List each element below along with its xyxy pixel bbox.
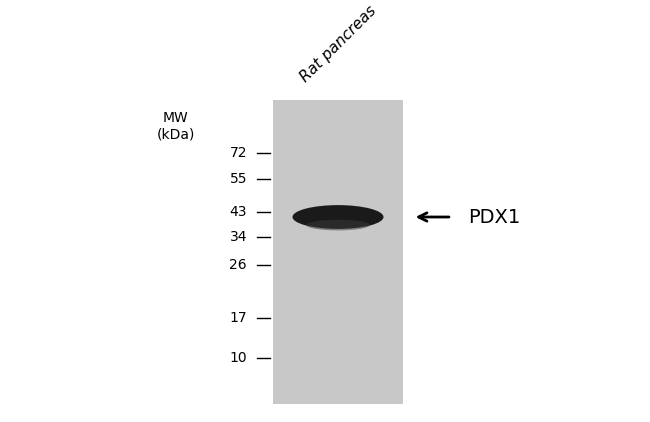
Text: 17: 17 xyxy=(229,311,247,325)
FancyBboxPatch shape xyxy=(273,100,403,404)
Text: 72: 72 xyxy=(229,146,247,160)
Text: MW
(kDa): MW (kDa) xyxy=(156,111,195,141)
Text: 43: 43 xyxy=(229,205,247,219)
Text: 26: 26 xyxy=(229,257,247,272)
Text: 55: 55 xyxy=(229,172,247,186)
Text: 10: 10 xyxy=(229,351,247,365)
Text: Rat pancreas: Rat pancreas xyxy=(297,3,379,85)
Ellipse shape xyxy=(292,205,384,229)
Text: 34: 34 xyxy=(229,230,247,244)
Ellipse shape xyxy=(306,220,370,230)
Text: PDX1: PDX1 xyxy=(468,208,520,227)
